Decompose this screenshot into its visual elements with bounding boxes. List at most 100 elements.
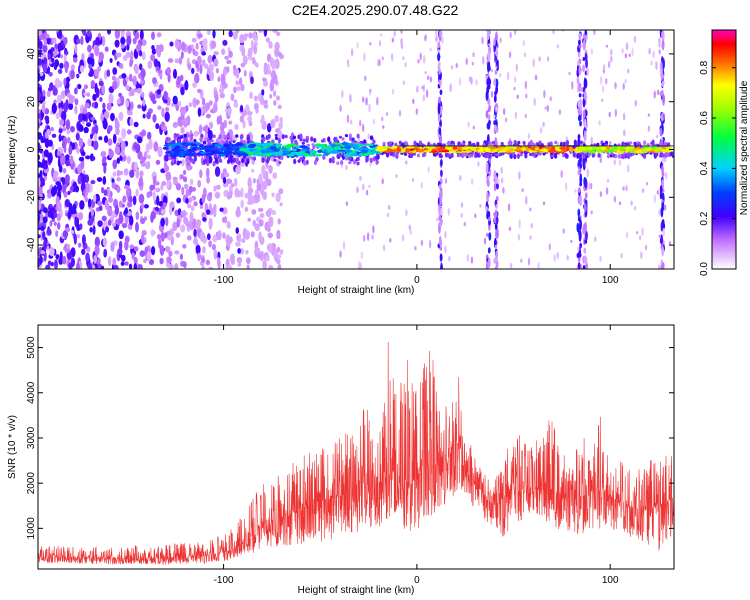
spectrogram-faint-cell xyxy=(429,47,432,52)
top-x-tick-label: -100 xyxy=(214,275,234,286)
spectrogram-noise-cell xyxy=(141,203,145,210)
spectrogram-noise-cell xyxy=(62,167,67,174)
spectrogram-noise-cell xyxy=(146,131,152,140)
spectrogram-faint-cell xyxy=(347,63,350,68)
spectrogram-noise-cell xyxy=(233,86,237,94)
spectrogram-noise-cell xyxy=(65,76,71,83)
spectrogram-noise-cell xyxy=(120,43,126,49)
spectrogram-faint-cell xyxy=(368,184,371,189)
spectrogram-faint-cell xyxy=(628,53,631,58)
spectrogram-noise-cell xyxy=(162,125,168,132)
spectrogram-faint-cell xyxy=(387,205,391,210)
spectrogram-noise-cell xyxy=(121,222,128,229)
spectrogram-noise-cell xyxy=(197,107,202,117)
spectrogram-noise-cell xyxy=(191,37,197,43)
spectrogram-band-halo xyxy=(413,140,417,146)
spectrogram-noise-cell xyxy=(40,225,45,232)
spectrogram-noise-cell xyxy=(87,56,93,65)
spectrogram-faint-cell xyxy=(405,209,408,217)
spectrogram-faint-cell xyxy=(664,171,668,180)
spectrogram-band-halo xyxy=(356,156,360,162)
spectrogram-noise-cell xyxy=(206,30,211,36)
spectrogram-faint-cell xyxy=(516,94,519,99)
spectrogram-streak-cell xyxy=(438,184,442,189)
spectrogram-faint-cell xyxy=(514,30,517,36)
spectrogram-faint-cell xyxy=(624,53,628,59)
spectrogram-noise-cell xyxy=(269,94,273,99)
spectrogram-noise-cell xyxy=(243,70,247,77)
spectrogram-streak-cell xyxy=(487,50,491,62)
spectrogram-faint-cell xyxy=(369,162,372,167)
spectrogram-noise-cell xyxy=(47,192,52,199)
spectrogram-band-cell xyxy=(354,148,359,152)
spectrogram-noise-cell xyxy=(152,99,157,104)
spectrogram-faint-cell xyxy=(500,166,503,174)
spectrogram-band-halo xyxy=(461,155,465,158)
spectrogram-faint-cell xyxy=(530,222,534,229)
spectrogram-noise-cell xyxy=(150,245,156,256)
spectrogram-noise-cell xyxy=(85,252,90,263)
spectrogram-faint-cell xyxy=(390,53,394,62)
spectrogram-noise-cell xyxy=(74,105,78,115)
spectrogram-noise-cell xyxy=(151,48,157,55)
spectrogram-streak-cell xyxy=(495,216,499,225)
spectrogram-noise-cell xyxy=(133,246,139,252)
spectrogram-faint-cell xyxy=(359,175,362,181)
spectrogram-noise-cell xyxy=(91,156,96,161)
spectrogram-streak-cell xyxy=(579,163,583,169)
spectrogram-noise-cell xyxy=(38,58,42,66)
spectrogram-panel: -100 0 100 -40 -20 0 20 40 Height of straight … xyxy=(7,29,675,296)
spectrogram-noise-cell xyxy=(213,249,218,260)
spectrogram-faint-cell xyxy=(341,90,344,99)
spectrogram-band-cell xyxy=(204,149,212,153)
spectrogram-faint-cell xyxy=(653,194,657,203)
spectrogram-faint-cell xyxy=(638,235,642,241)
spectrogram-band-halo xyxy=(666,151,670,158)
spectrogram-noise-cell xyxy=(81,173,86,184)
spectrogram-band-cell xyxy=(346,143,355,147)
spectrogram-noise-cell xyxy=(153,58,159,68)
spectrogram-noise-cell xyxy=(196,55,202,65)
spectrogram-noise-cell xyxy=(262,191,266,200)
spectrogram-faint-cell xyxy=(546,104,550,112)
spectrogram-noise-cell xyxy=(275,192,281,203)
spectrogram-streak-cell xyxy=(579,154,582,165)
spectrogram-band-cell xyxy=(199,147,208,150)
bottom-x-axis-label: Height of straight line (km) xyxy=(298,585,415,596)
spectrogram-band-halo xyxy=(601,142,605,146)
spectrogram-noise-cell xyxy=(228,30,233,38)
spectrogram-noise-cell xyxy=(228,190,233,196)
spectrogram-noise-cell xyxy=(231,135,237,143)
spectrogram-noise-cell xyxy=(207,54,213,64)
spectrogram-band-cell xyxy=(175,145,181,149)
spectrogram-noise-cell xyxy=(277,130,283,140)
spectrogram-band-halo xyxy=(564,153,569,159)
spectrogram-faint-cell xyxy=(423,54,426,64)
spectrogram-noise-cell xyxy=(123,168,129,176)
spectrogram-noise-cell xyxy=(213,51,219,56)
spectrogram-noise-cell xyxy=(108,93,114,104)
spectrogram-faint-cell xyxy=(622,112,626,121)
spectrogram-band-halo xyxy=(266,156,270,161)
spectrogram-noise-cell xyxy=(254,188,260,196)
spectrogram-faint-cell xyxy=(517,233,521,241)
spectrogram-noise-cell xyxy=(159,257,164,265)
spectrogram-noise-cell xyxy=(112,67,118,75)
spectrogram-band-cell xyxy=(416,149,425,153)
spectrogram-noise-cell xyxy=(190,67,195,75)
spectrogram-faint-cell xyxy=(369,42,372,46)
spectrogram-noise-cell xyxy=(165,107,170,113)
spectrogram-band-cell xyxy=(196,152,202,156)
spectrogram-band-cell xyxy=(353,144,359,149)
spectrogram-faint-cell xyxy=(648,47,651,55)
spectrogram-streak-cell xyxy=(582,57,586,62)
spectrogram-noise-cell xyxy=(188,197,193,204)
spectrogram-band-halo xyxy=(529,139,533,146)
spectrogram-faint-cell xyxy=(380,33,383,37)
spectrogram-noise-cell xyxy=(77,242,82,248)
spectrogram-faint-cell xyxy=(463,221,466,227)
spectrogram-noise-cell xyxy=(269,56,274,68)
spectrogram-faint-cell xyxy=(502,108,506,115)
spectrogram-noise-cell xyxy=(242,55,248,65)
spectrogram-noise-cell xyxy=(82,114,87,122)
